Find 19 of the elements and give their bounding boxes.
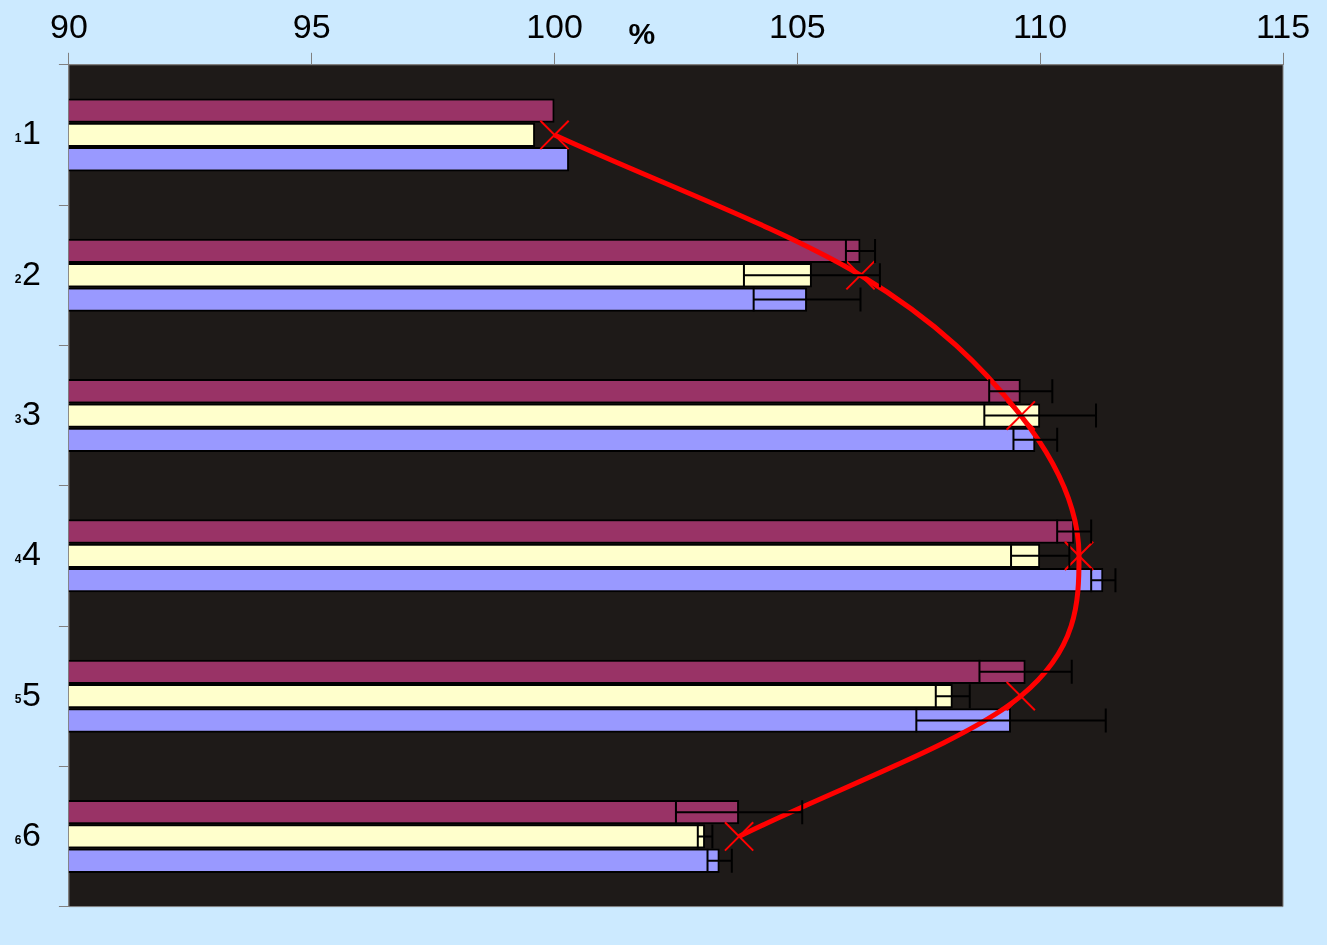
y-tick-label: 1 [21, 113, 41, 152]
x-axis-title: % [628, 17, 656, 51]
x-tick-label: 110 [1013, 6, 1068, 45]
point [845, 260, 876, 291]
x-tick-label: 100 [526, 6, 583, 45]
y-tick-label: 3 [21, 393, 41, 432]
point [1063, 540, 1095, 571]
point [539, 119, 570, 151]
y-tick-label: 6 [21, 814, 41, 853]
x-tick-label: 105 [769, 6, 826, 45]
point [1005, 400, 1036, 431]
y-tick-label: 5 [21, 674, 41, 713]
x-tick-label: 95 [292, 6, 331, 45]
point [1005, 681, 1036, 712]
y-tick-label: 2 [21, 253, 41, 292]
point [723, 821, 755, 852]
x-tick-label: 90 [50, 6, 88, 45]
y-tick-label: 4 [21, 534, 41, 573]
x-tick-label: 115 [1255, 6, 1311, 45]
